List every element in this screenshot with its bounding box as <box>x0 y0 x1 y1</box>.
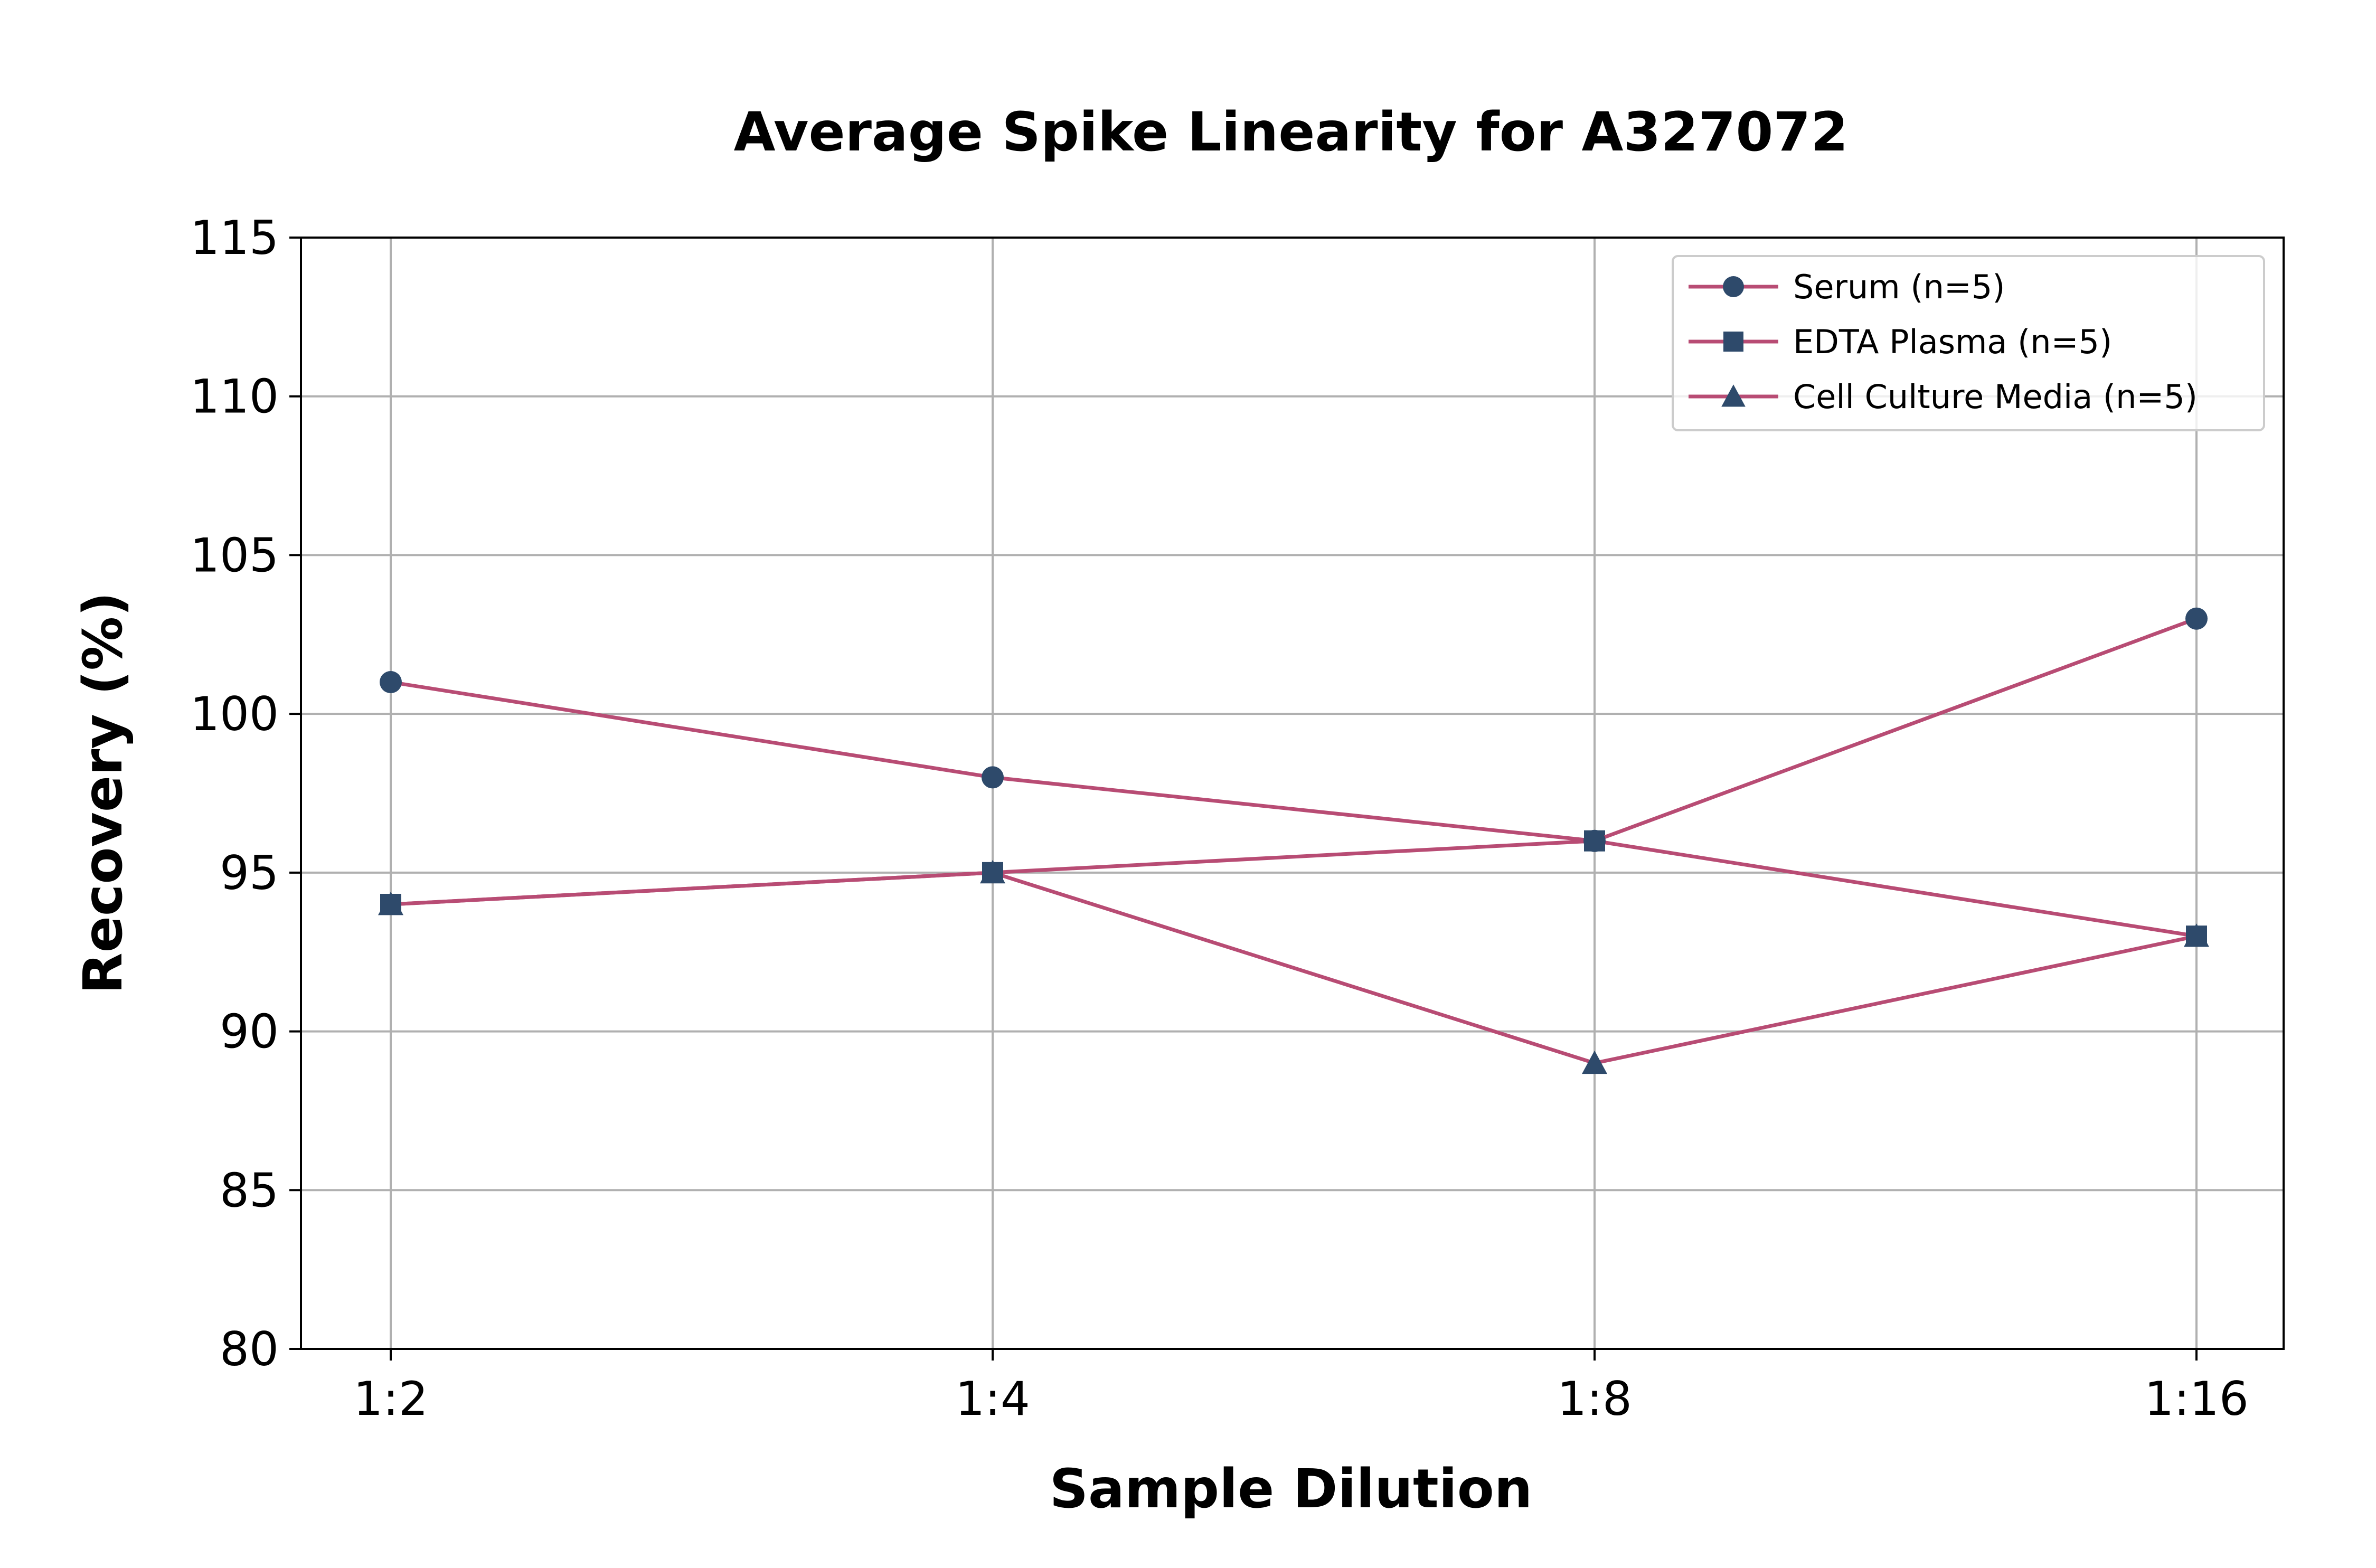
series-line <box>390 617 2198 843</box>
plot-frame <box>300 237 2285 1350</box>
series-line <box>390 839 2197 938</box>
x-axis-label: Sample Dilution <box>1050 1458 1533 1520</box>
data-point-circle <box>982 766 1004 789</box>
legend-marker <box>1723 332 1743 352</box>
x-tick-label: 1:8 <box>1557 1372 1632 1426</box>
y-axis-label: Recovery (%) <box>72 592 135 994</box>
legend-label: Cell Culture Media (n=5) <box>1793 377 2198 416</box>
data-point-square <box>2186 925 2207 947</box>
data-point-square <box>982 862 1003 883</box>
legend-label: EDTA Plasma (n=5) <box>1793 323 2112 361</box>
y-tick-label: 115 <box>190 211 279 265</box>
series-layer <box>378 607 2209 1074</box>
y-tick-label: 110 <box>190 370 279 424</box>
y-tick-label: 85 <box>220 1163 279 1217</box>
x-tick-label: 1:16 <box>2144 1372 2249 1426</box>
data-point-square <box>380 894 401 915</box>
legend: Serum (n=5) EDTA Plasma (n=5) Cell Culture… <box>1672 255 2265 431</box>
legend-marker <box>1723 276 1744 297</box>
legend-label: Serum (n=5) <box>1793 268 2005 306</box>
legend-marker <box>1721 384 1746 407</box>
y-tick-label: 95 <box>220 846 279 900</box>
y-tick-label: 105 <box>190 528 279 582</box>
data-point-circle <box>1583 829 1606 852</box>
y-tick-label: 90 <box>220 1005 279 1059</box>
y-tick-label: 100 <box>190 687 279 741</box>
chart-title: Average Spike Linearity for A327072 <box>734 101 1849 164</box>
data-point-circle <box>2185 607 2208 630</box>
axis-ticks: 80 85 90 95 100 105 110 115 1:2 1:4 1:8 1:16 <box>190 211 2249 1426</box>
data-point-circle <box>380 671 402 693</box>
legend-box <box>1672 255 2265 431</box>
x-tick-label: 1:2 <box>353 1372 428 1426</box>
series-group <box>380 607 2208 852</box>
data-point-triangle <box>1582 1050 1607 1074</box>
x-tick-label: 1:4 <box>955 1372 1030 1426</box>
y-tick-label: 80 <box>220 1322 279 1376</box>
